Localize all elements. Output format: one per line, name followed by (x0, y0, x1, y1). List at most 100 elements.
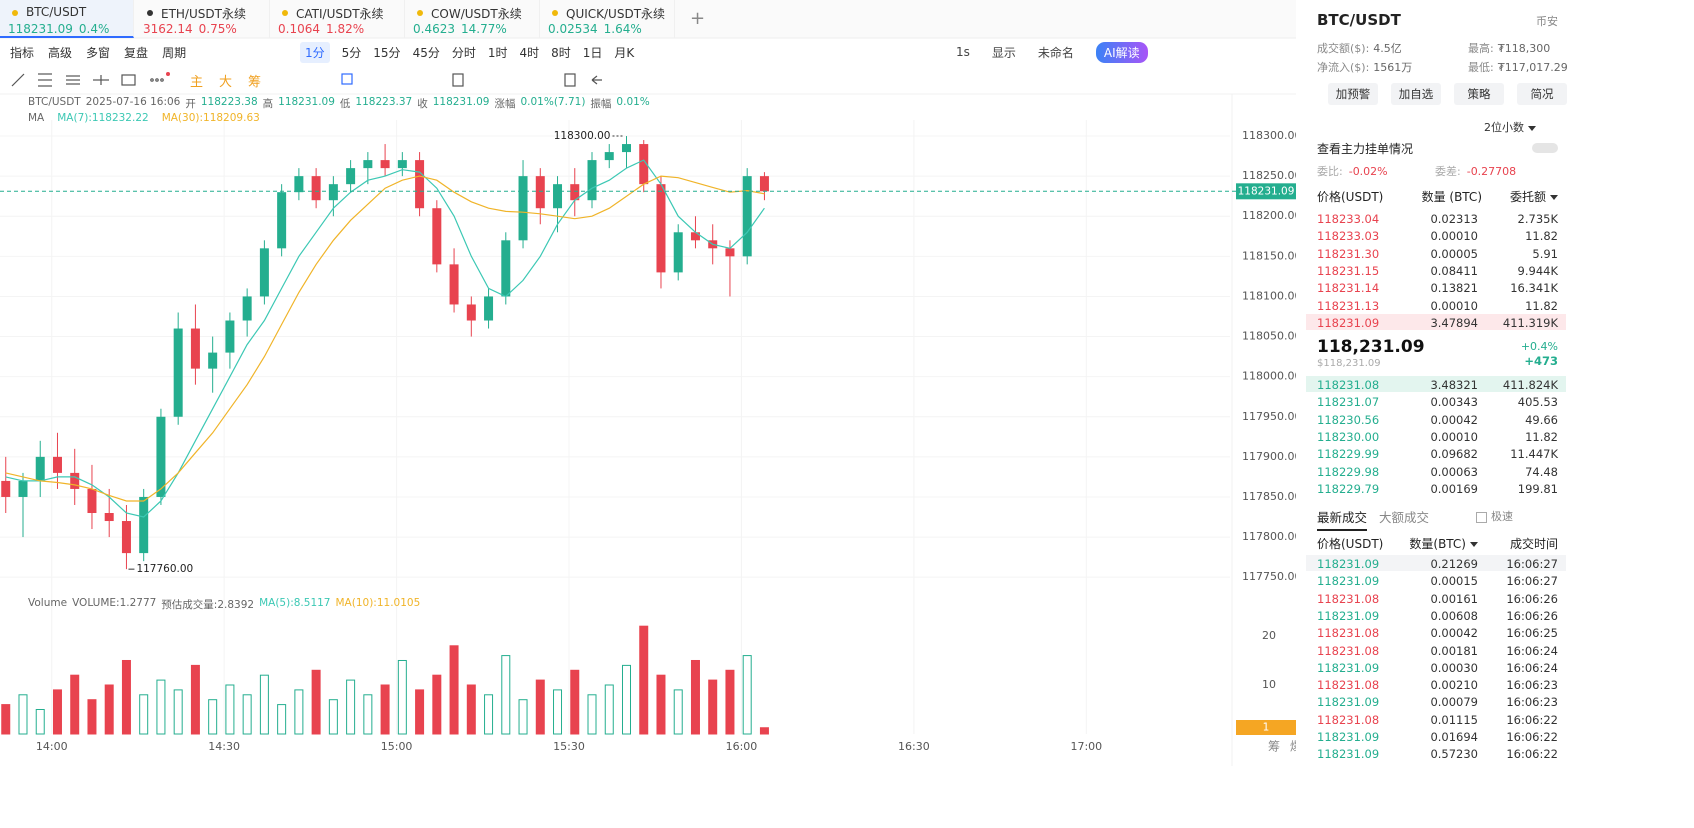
ratio-value: -0.27708 (1466, 165, 1517, 178)
volume-bar (639, 625, 649, 735)
toolbar-item[interactable]: 周期 (162, 45, 187, 60)
info-key: 高 (262, 98, 274, 110)
bid-total: 11.447K (1510, 447, 1558, 462)
action-button[interactable]: 简况 (1517, 83, 1567, 105)
tab[interactable]: CATI/USDT永续 0.1064 1.82% (270, 0, 405, 38)
precision-select[interactable]: 2位小数 (1484, 119, 1536, 135)
interval[interactable]: 1分 (300, 41, 330, 63)
volume-title: Volume (28, 597, 68, 609)
volume-bar (139, 694, 149, 735)
tab-last: 0.1064 (278, 22, 320, 36)
interval[interactable]: 15分 (373, 45, 401, 60)
tab-change: 1.82% (326, 22, 365, 36)
trade-time: 16:06:23 (1506, 695, 1558, 710)
ma-line (5, 159, 765, 518)
volume-bar (225, 684, 235, 735)
toolbar-left: 指标 高级 多窗 复盘 周期 (10, 41, 186, 63)
interval-bar: 1分 5分 15分 45分 分时 1时 4时 8时 1日 月K (300, 41, 634, 63)
bid-qty: 0.00169 (1430, 481, 1478, 496)
interval[interactable]: 1日 (582, 45, 603, 60)
candle-body (466, 304, 476, 321)
ratio-value: -0.02% (1348, 165, 1388, 178)
source-link[interactable]: 币安 (1536, 15, 1558, 28)
interval[interactable]: 45分 (412, 45, 440, 60)
interval[interactable]: 月K (614, 45, 635, 60)
volume-bar (208, 699, 218, 735)
action-button[interactable]: 加预警 (1328, 83, 1378, 105)
toolbar-item[interactable]: 显示 (991, 45, 1016, 60)
info-value: 118223.38 (200, 96, 258, 108)
candle-body (742, 176, 752, 257)
trade-time: 16:06:22 (1506, 712, 1558, 727)
interval[interactable]: 1时 (487, 45, 508, 60)
mid-change: +0.4% (1520, 340, 1558, 353)
stat: 成交额($): 4.5亿 (1317, 40, 1402, 56)
tab[interactable]: QUICK/USDT永续 0.02534 1.64% (540, 0, 675, 38)
interval[interactable]: 8时 (551, 45, 571, 60)
toggle[interactable] (1532, 143, 1558, 153)
tab[interactable]: COW/USDT永续 0.4623 14.77% (405, 0, 540, 38)
candle-body (52, 456, 62, 473)
corner-button[interactable]: 筹 (1268, 740, 1280, 754)
fast-toggle[interactable]: 极速 (1476, 508, 1513, 524)
trade-qty: 0.00015 (1430, 574, 1478, 589)
y-tick-label: 117900.00 (1242, 450, 1296, 463)
tab-name: COW/USDT永续 (431, 7, 522, 21)
info-value: 118231.09 (278, 96, 335, 108)
draw-tool[interactable]: 主 (190, 75, 204, 90)
toolbar-item[interactable]: 未命名 (1037, 45, 1074, 60)
depth-title[interactable]: 查看主力挂单情况 (1317, 142, 1414, 156)
volume-bar (70, 674, 80, 735)
bid-price: 118229.98 (1317, 464, 1380, 479)
toolbar-item[interactable]: 高级 (48, 45, 73, 60)
book-header[interactable]: 委托额 (1510, 188, 1558, 205)
action-button[interactable]: 策略 (1454, 83, 1504, 105)
tab-price: 0.1064 1.82% (278, 22, 364, 36)
trade-price: 118231.09 (1317, 695, 1380, 710)
toolbar-item[interactable]: 多窗 (86, 45, 111, 60)
interval[interactable]: 5分 (341, 45, 362, 60)
trade-tab[interactable]: 大额成交 (1379, 510, 1430, 525)
add-tab[interactable]: + (690, 8, 706, 29)
tab[interactable]: ETH/USDT永续 3162.14 0.75% (135, 0, 270, 38)
caret (1528, 125, 1536, 131)
candle-body (87, 488, 97, 514)
interval[interactable]: 分时 (451, 45, 476, 60)
trade-qty: 0.00210 (1430, 678, 1478, 693)
candle-body (604, 152, 614, 161)
ask-qty: 0.00005 (1430, 246, 1478, 261)
action-button[interactable]: 加自选 (1391, 83, 1441, 105)
ask-price: 118231.13 (1317, 298, 1380, 313)
bid-total: 405.53 (1517, 395, 1558, 410)
corner-button[interactable]: 爆 (1290, 740, 1296, 754)
volume-bar (553, 689, 563, 735)
toolbar-item[interactable]: 复盘 (124, 45, 149, 60)
bid-price: 118230.56 (1317, 412, 1380, 427)
draw-tool[interactable]: 大 (219, 75, 233, 90)
candle-body (156, 416, 166, 497)
ma-info: MA MA(7):118232.22 MA(30):118209.63 (28, 112, 260, 124)
stat-key: 成交额($): (1317, 42, 1370, 55)
draw-tool[interactable]: 筹 (248, 75, 262, 90)
x-tick-label: 14:30 (208, 740, 240, 753)
volume-bar (466, 684, 476, 735)
trade-price: 118231.09 (1317, 747, 1380, 762)
stat-key: 最高: (1468, 42, 1494, 55)
trade-tab[interactable]: 最新成交 (1317, 507, 1368, 531)
candle-body (380, 160, 390, 169)
toolbar-item[interactable]: 1s (956, 45, 970, 59)
interval[interactable]: 4时 (519, 45, 540, 60)
x-tick-label: 16:00 (726, 740, 758, 753)
ai-button[interactable]: AI解读 (1095, 41, 1148, 63)
tab-price: 118231.09 0.4% (8, 22, 109, 36)
bid-total: 11.82 (1525, 429, 1558, 444)
toolbar-item[interactable]: 指标 (10, 45, 35, 60)
right-panel: BTC/USDT 币安 成交额($): 4.5亿 最高: ₮118,300 净流入($): 1… (1306, 0, 1568, 828)
trade-header[interactable]: 数量(BTC) (1409, 535, 1478, 552)
tab-change: 0.4% (78, 22, 110, 36)
candle-body (294, 176, 304, 193)
tab[interactable]: BTC/USDT 118231.09 0.4% (0, 0, 134, 38)
trade-qty: 0.00608 (1430, 608, 1478, 623)
ask-price: 118231.15 (1317, 263, 1380, 278)
trade-price: 118231.09 (1317, 660, 1380, 675)
